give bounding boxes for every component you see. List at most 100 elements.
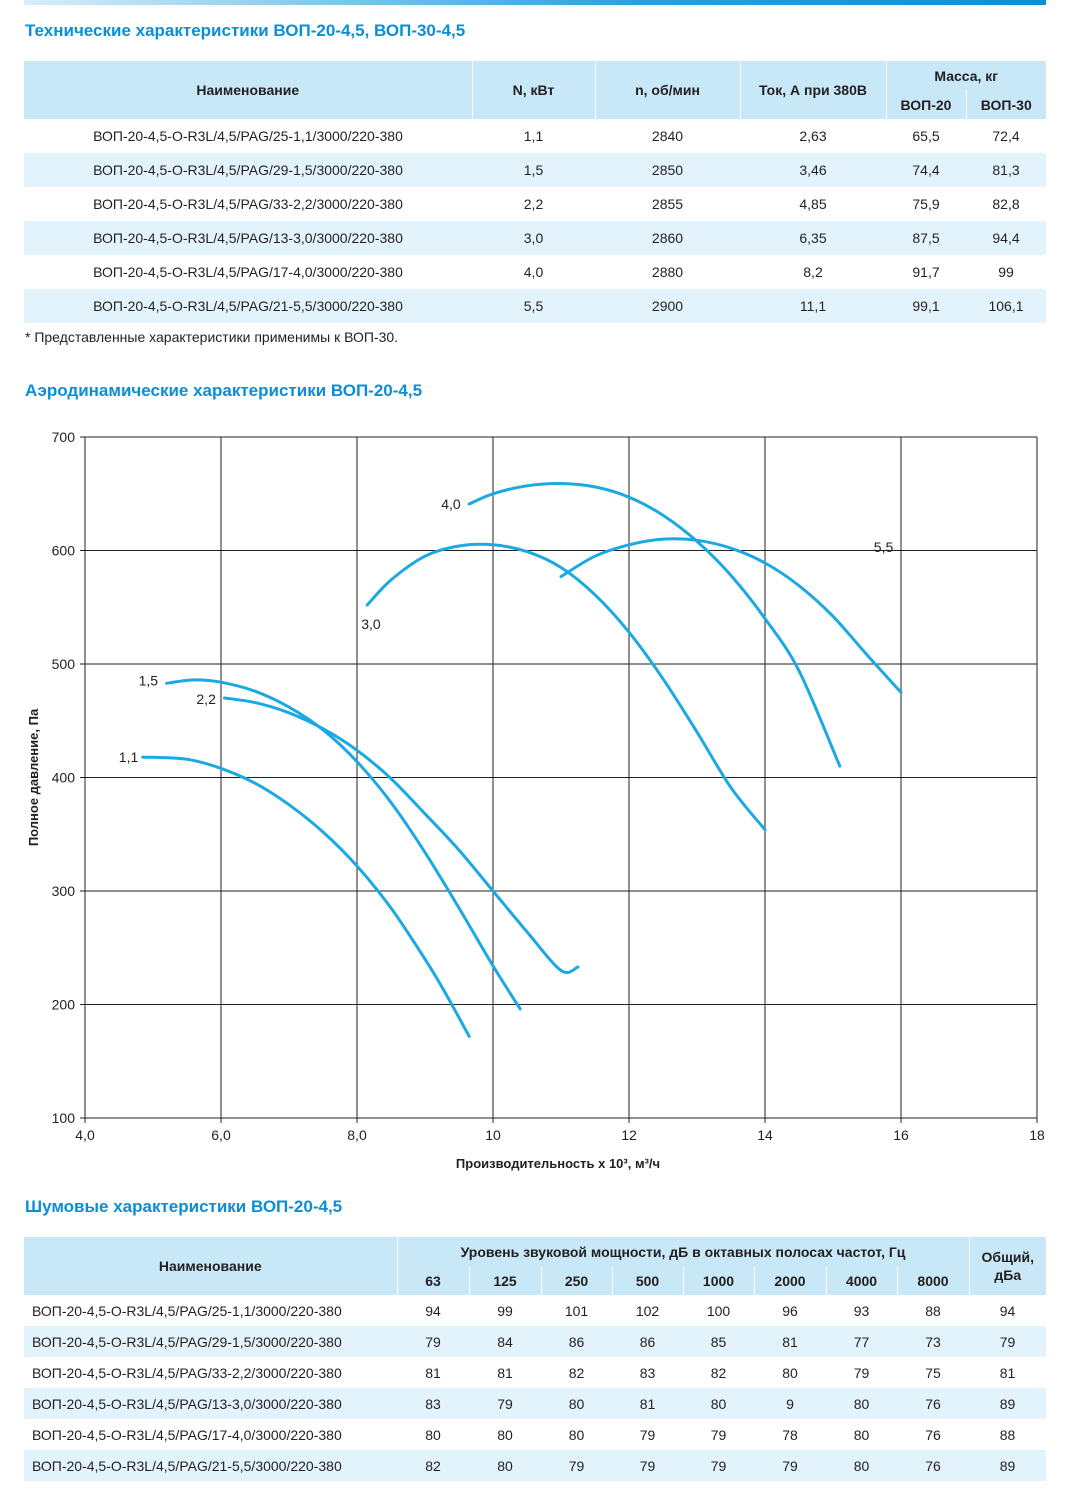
x-tick-label: 18 bbox=[1029, 1127, 1045, 1143]
noise-table: Наименование Уровень звуковой мощности, … bbox=[24, 1237, 1047, 1481]
cell-current: 3,46 bbox=[740, 153, 886, 187]
cell-level: 79 bbox=[469, 1388, 541, 1419]
specs-footnote: * Представленные характеристики применим… bbox=[25, 329, 399, 345]
col-header-mass: Масса, кг bbox=[885, 61, 1047, 90]
x-tick-label: 12 bbox=[621, 1127, 637, 1143]
cell-level: 83 bbox=[397, 1388, 469, 1419]
aero-chart: 4,0 6,0 8,0 10 12 14 16 18 100 200 300 400 500 600 700… bbox=[26, 429, 1045, 1171]
series-label: 2,2 bbox=[196, 691, 216, 707]
cell-level: 102 bbox=[635, 1302, 660, 1319]
cell-level: 79 bbox=[541, 1450, 612, 1481]
table-row: ВОП-20-4,5-O-R3L/4,5/PAG/21-5,5/3000/220… bbox=[24, 1450, 1047, 1481]
table-row: ВОП-20-4,5-O-R3L/4,5/PAG/25-1,1/3000/220… bbox=[24, 119, 1046, 153]
col-header-mass-30: ВОП-30 bbox=[965, 90, 1047, 119]
cell-level: 81 bbox=[612, 1388, 683, 1419]
x-tick-label: 14 bbox=[757, 1127, 773, 1143]
y-tick-label: 200 bbox=[52, 997, 76, 1013]
cell-total: 89 bbox=[969, 1388, 1047, 1419]
freq-header-8000: 8000 bbox=[896, 1267, 970, 1295]
cell-mass30: 94,4 bbox=[966, 221, 1047, 255]
cell-mass30: 81,3 bbox=[966, 153, 1047, 187]
col-header-mass-20: ВОП-20 bbox=[885, 90, 966, 119]
cell-level: 76 bbox=[897, 1388, 970, 1419]
freq-header-500: 500 bbox=[611, 1267, 683, 1295]
cell-total: 89 bbox=[969, 1450, 1047, 1481]
noise-title: Шумовые характеристики ВОП-20-4,5 bbox=[25, 1197, 343, 1216]
cell-mass20: 87,5 bbox=[886, 221, 966, 255]
cell-power: 4,0 bbox=[523, 264, 544, 280]
col-header-name: Наименование bbox=[24, 61, 472, 119]
series-label: 1,1 bbox=[119, 749, 139, 765]
cell-level: 75 bbox=[925, 1364, 941, 1381]
cell-name: ВОП-20-4,5-O-R3L/4,5/PAG/25-1,1/3000/220… bbox=[93, 128, 403, 144]
cell-mass30: 99 bbox=[998, 264, 1014, 280]
cell-current: 6,35 bbox=[740, 221, 886, 255]
cell-rpm: 2855 bbox=[651, 196, 684, 212]
table-row: ВОП-20-4,5-O-R3L/4,5/PAG/17-4,0/3000/220… bbox=[24, 1419, 1046, 1450]
series-line-4-0 bbox=[467, 481, 842, 768]
cell-level: 85 bbox=[683, 1326, 754, 1357]
x-axis-label: Производительность х 10³, м³/ч bbox=[456, 1156, 660, 1171]
cell-current: 8,2 bbox=[803, 264, 823, 280]
y-tick-label: 300 bbox=[52, 883, 76, 899]
cell-level: 76 bbox=[897, 1450, 970, 1481]
cell-level: 73 bbox=[897, 1326, 970, 1357]
cell-level: 76 bbox=[925, 1426, 941, 1443]
cell-name: ВОП-20-4,5-O-R3L/4,5/PAG/13-3,0/3000/220… bbox=[24, 1388, 397, 1419]
cell-total: 79 bbox=[969, 1326, 1047, 1357]
cell-name: ВОП-20-4,5-O-R3L/4,5/PAG/29-1,5/3000/220… bbox=[24, 153, 472, 187]
y-tick-label: 500 bbox=[52, 656, 76, 672]
cell-current: 11,1 bbox=[740, 289, 886, 323]
table-row: ВОП-20-4,5-O-R3L/4,5/PAG/33-2,2/3000/220… bbox=[24, 187, 1046, 221]
specs-table: Наименование N, кВт n, об/мин Ток, А при… bbox=[24, 61, 1047, 323]
y-tick-label: 100 bbox=[52, 1110, 76, 1126]
cell-name: ВОП-20-4,5-O-R3L/4,5/PAG/33-2,2/3000/220… bbox=[93, 196, 403, 212]
cell-power: 1,1 bbox=[523, 128, 544, 144]
x-tick-label: 16 bbox=[893, 1127, 909, 1143]
table-row: ВОП-20-4,5-O-R3L/4,5/PAG/13-3,0/3000/220… bbox=[24, 1388, 1047, 1419]
series-line-1-5 bbox=[165, 678, 522, 1011]
cell-name: ВОП-20-4,5-O-R3L/4,5/PAG/29-1,5/3000/220… bbox=[24, 1326, 397, 1357]
cell-mass30: 72,4 bbox=[992, 128, 1020, 144]
cell-name: ВОП-20-4,5-O-R3L/4,5/PAG/33-2,2/3000/220… bbox=[32, 1364, 342, 1381]
cell-level: 80 bbox=[826, 1450, 897, 1481]
cell-mass20: 74,4 bbox=[886, 153, 966, 187]
cell-level: 80 bbox=[782, 1364, 798, 1381]
cell-level: 82 bbox=[710, 1364, 727, 1381]
cell-level: 80 bbox=[568, 1426, 585, 1443]
cell-level: 80 bbox=[497, 1426, 513, 1443]
series-line-1-1 bbox=[141, 755, 471, 1038]
noise-col-header-name: Наименование bbox=[24, 1237, 397, 1295]
cell-level: 79 bbox=[853, 1364, 870, 1381]
cell-power: 2,2 bbox=[523, 196, 544, 212]
top-accent-bar bbox=[24, 0, 1046, 5]
y-tick-label: 600 bbox=[52, 543, 76, 559]
x-tick-label: 4,0 bbox=[75, 1127, 95, 1143]
col-header-rpm: n, об/мин bbox=[594, 61, 740, 119]
cell-mass30: 106,1 bbox=[966, 289, 1047, 323]
cell-level: 100 bbox=[706, 1302, 731, 1319]
cell-level: 9 bbox=[754, 1388, 826, 1419]
x-tick-label: 6,0 bbox=[211, 1127, 231, 1143]
cell-level: 80 bbox=[853, 1426, 870, 1443]
cell-level: 79 bbox=[397, 1326, 469, 1357]
table-row: ВОП-20-4,5-O-R3L/4,5/PAG/25-1,1/3000/220… bbox=[24, 1295, 1046, 1326]
cell-level: 101 bbox=[564, 1302, 589, 1319]
cell-level: 81 bbox=[754, 1326, 826, 1357]
cell-name: ВОП-20-4,5-O-R3L/4,5/PAG/13-3,0/3000/220… bbox=[24, 221, 472, 255]
cell-level: 86 bbox=[541, 1326, 612, 1357]
freq-header-63: 63 bbox=[396, 1267, 469, 1295]
cell-rpm: 2880 bbox=[651, 264, 684, 280]
col-header-power: N, кВт bbox=[471, 61, 595, 119]
cell-total: 94 bbox=[999, 1302, 1016, 1319]
cell-level: 88 bbox=[925, 1302, 941, 1319]
cell-mass30: 82,8 bbox=[992, 196, 1020, 212]
cell-level: 80 bbox=[469, 1450, 541, 1481]
cell-level: 82 bbox=[397, 1450, 469, 1481]
freq-header-1000: 1000 bbox=[682, 1267, 754, 1295]
cell-mass20: 91,7 bbox=[912, 264, 940, 280]
cell-level: 79 bbox=[710, 1426, 727, 1443]
cell-level: 81 bbox=[497, 1364, 513, 1381]
cell-name: ВОП-20-4,5-O-R3L/4,5/PAG/17-4,0/3000/220… bbox=[32, 1426, 342, 1443]
cell-level: 80 bbox=[541, 1388, 612, 1419]
